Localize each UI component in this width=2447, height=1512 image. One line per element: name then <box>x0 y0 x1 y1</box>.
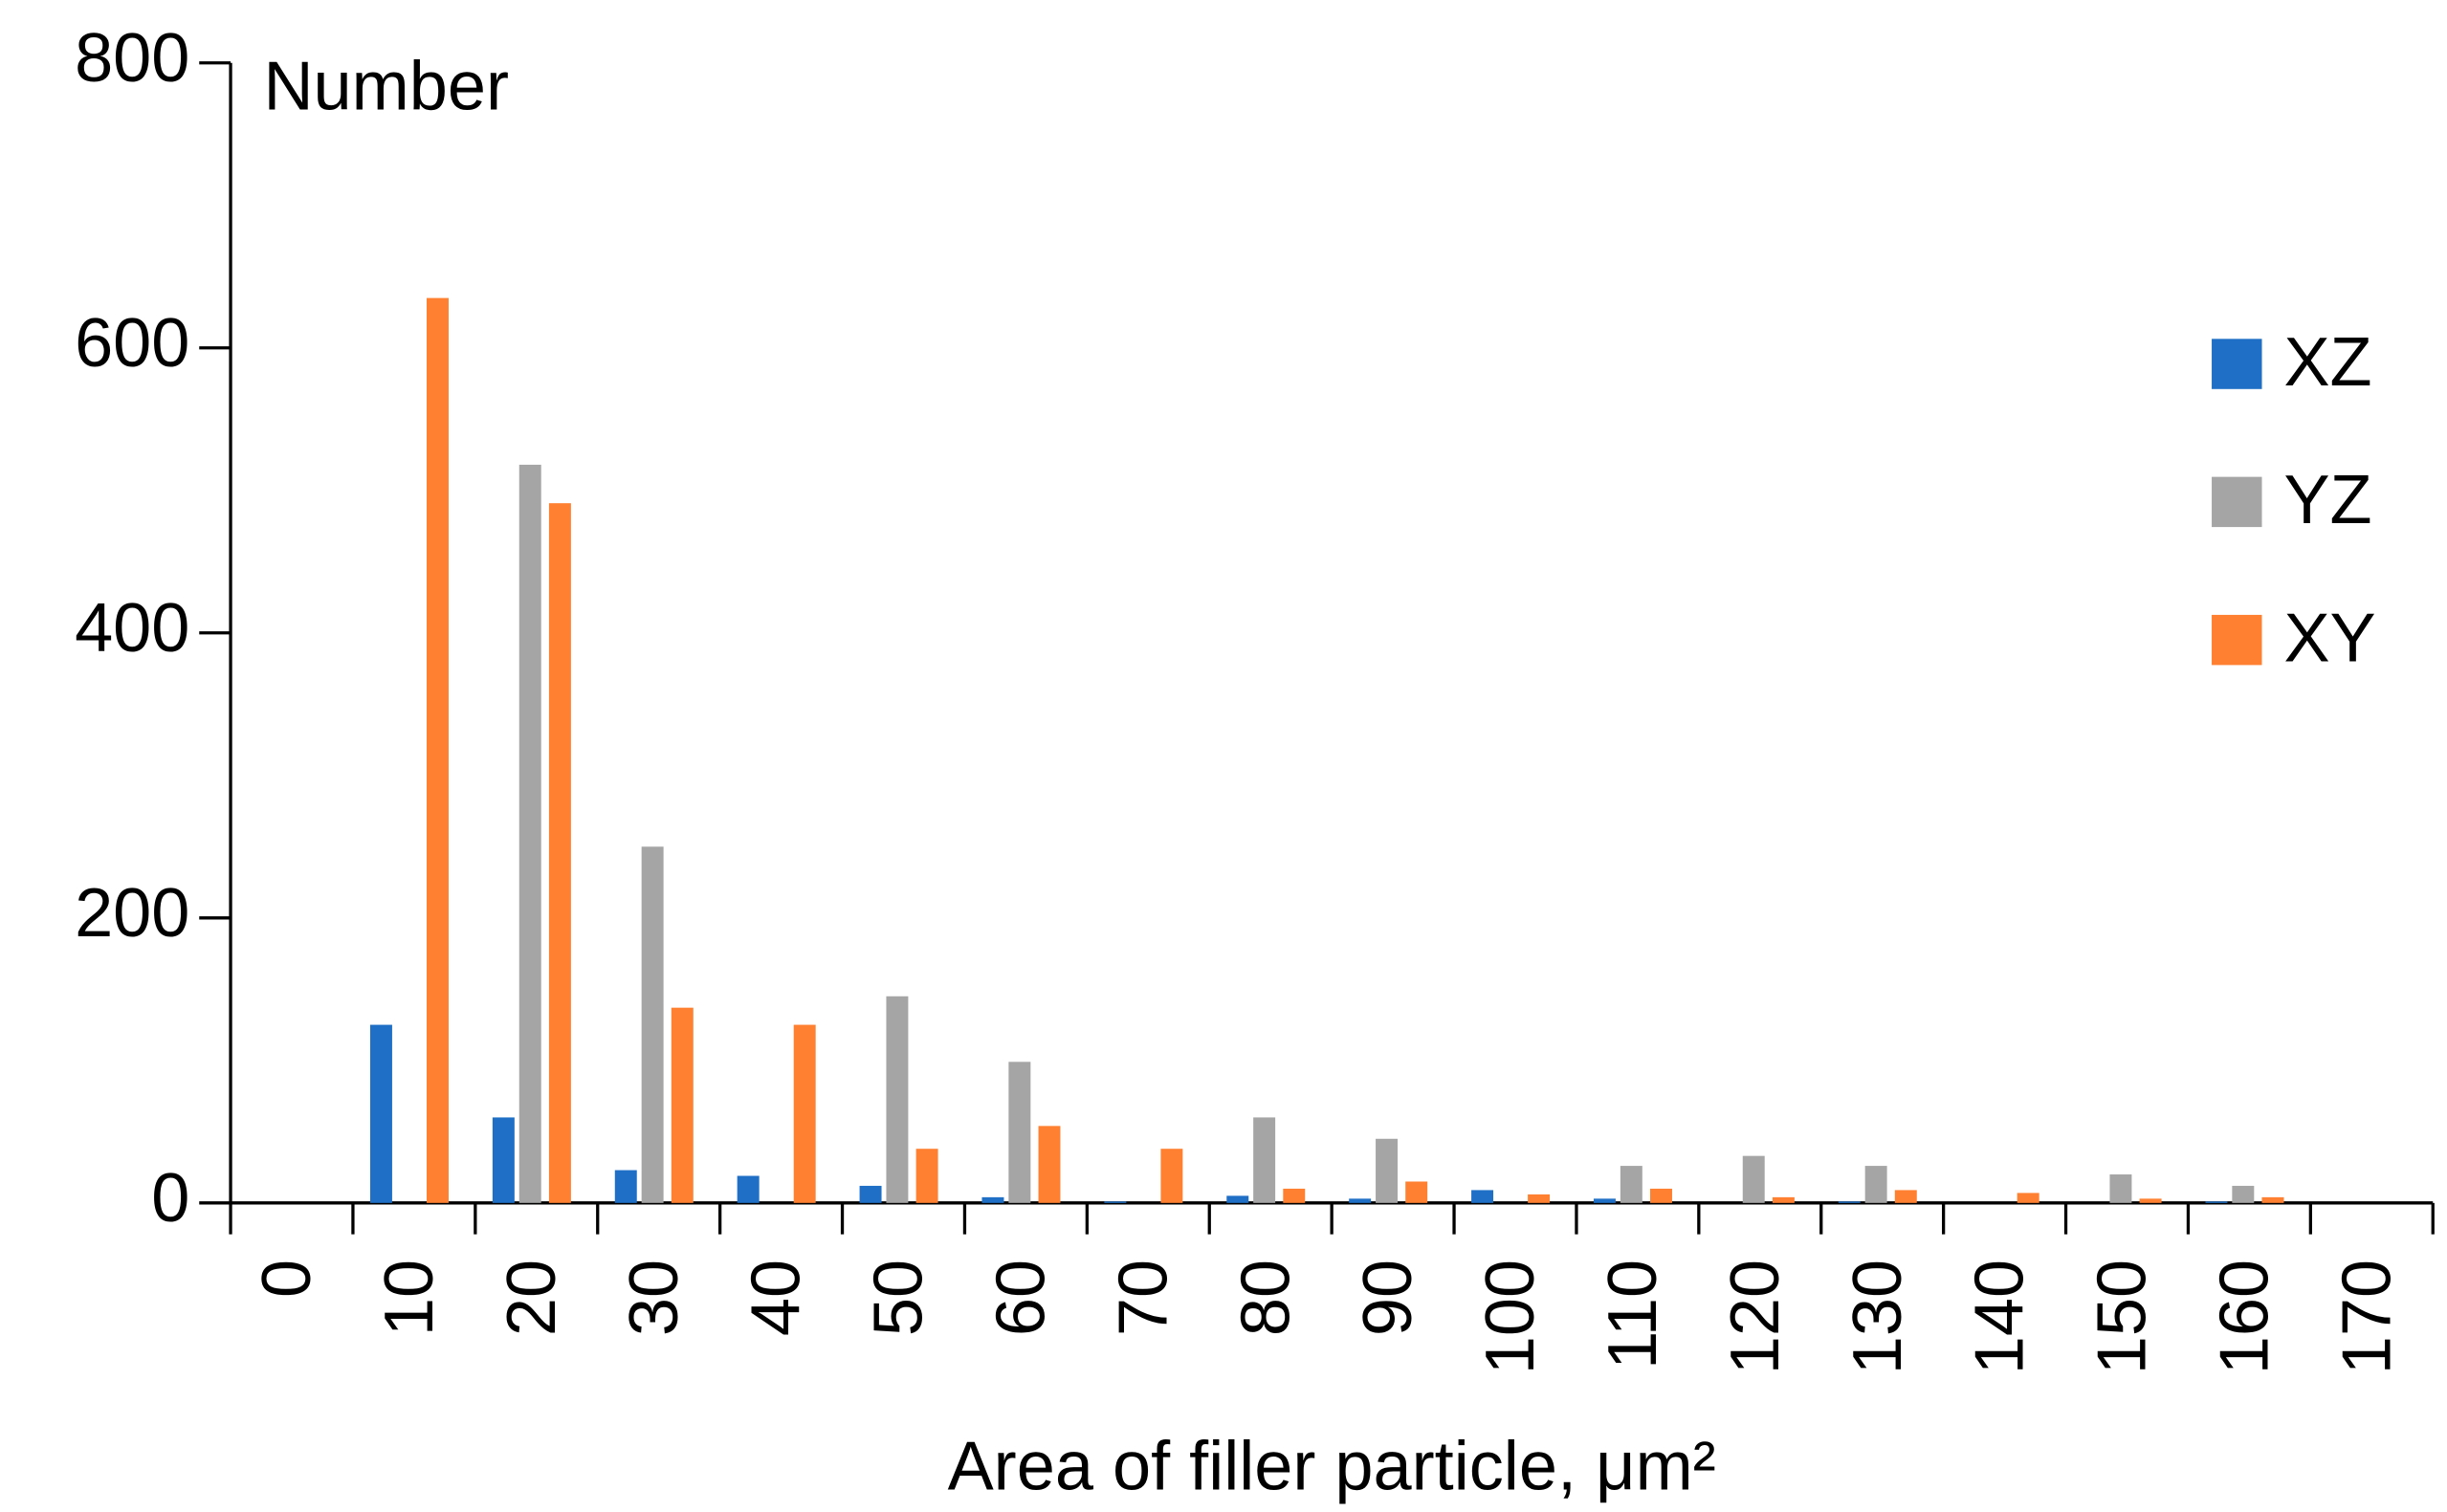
x-tick-label: 110 <box>1595 1260 1671 1370</box>
x-tick-label: 170 <box>2328 1260 2405 1374</box>
legend-label: XY <box>2283 601 2375 677</box>
bar <box>671 1007 694 1203</box>
x-tick-label: 140 <box>1962 1260 2039 1374</box>
x-tick-label: 20 <box>494 1260 570 1336</box>
bar <box>427 297 449 1203</box>
bar <box>737 1175 760 1203</box>
bar <box>2261 1196 2284 1203</box>
bar <box>1894 1190 1917 1203</box>
legend-swatch <box>2212 614 2262 666</box>
x-tick-label: 100 <box>1472 1260 1549 1374</box>
bar <box>492 1117 515 1203</box>
legend-swatch <box>2212 476 2262 528</box>
legend-label: YZ <box>2283 462 2371 538</box>
bar <box>859 1185 882 1203</box>
x-tick-label: 70 <box>1105 1260 1181 1336</box>
bar <box>1471 1190 1494 1203</box>
bar <box>614 1170 637 1203</box>
bar <box>793 1024 816 1203</box>
bar <box>1838 1201 1861 1203</box>
bar <box>1253 1117 1276 1203</box>
bar <box>2205 1201 2228 1203</box>
x-tick-label: 130 <box>1840 1260 1916 1374</box>
bar <box>2017 1193 2039 1203</box>
bar <box>886 996 909 1203</box>
x-tick-label: 10 <box>371 1260 448 1336</box>
y-axis-label: Number <box>263 48 509 124</box>
bar <box>1376 1138 1399 1203</box>
x-tick-label: 80 <box>1227 1260 1304 1336</box>
bar <box>1650 1188 1672 1203</box>
bar <box>1160 1149 1183 1203</box>
bar <box>2109 1174 2132 1203</box>
bar <box>2139 1198 2162 1203</box>
bar <box>915 1149 938 1203</box>
bar <box>1620 1166 1642 1203</box>
x-tick-label: 160 <box>2206 1260 2282 1374</box>
x-tick-label: 90 <box>1350 1260 1426 1336</box>
bar <box>1008 1062 1031 1203</box>
x-tick-label: 120 <box>1717 1260 1794 1374</box>
bar <box>1349 1198 1372 1203</box>
legend-label: XZ <box>2283 324 2371 401</box>
bar <box>1405 1181 1428 1203</box>
y-tick-label: 200 <box>75 875 189 952</box>
bar <box>1742 1155 1765 1203</box>
legend-swatch <box>2212 339 2262 389</box>
x-tick-label: 0 <box>249 1260 325 1298</box>
bar <box>981 1196 1004 1203</box>
bar <box>518 464 541 1203</box>
y-tick-label: 0 <box>151 1160 189 1237</box>
bar <box>1864 1166 1887 1203</box>
bar <box>369 1024 392 1203</box>
y-tick-label: 800 <box>75 20 189 97</box>
bar <box>1038 1126 1061 1203</box>
bar <box>1104 1201 1127 1203</box>
x-tick-label: 60 <box>982 1260 1059 1336</box>
bar <box>1772 1196 1795 1203</box>
bar <box>1283 1188 1306 1203</box>
x-tick-label: 150 <box>2084 1260 2161 1374</box>
x-tick-label: 40 <box>739 1260 815 1336</box>
bar <box>1226 1195 1249 1203</box>
x-tick-label: 50 <box>861 1260 937 1336</box>
bar <box>1528 1194 1551 1203</box>
x-tick-label: 30 <box>616 1260 693 1336</box>
y-tick-label: 400 <box>75 590 189 667</box>
y-tick-label: 600 <box>75 305 189 382</box>
x-axis-label: Area of filler particle, μm² <box>948 1428 1716 1504</box>
bar <box>1593 1198 1616 1203</box>
bar <box>548 503 571 1203</box>
bar <box>2232 1185 2255 1203</box>
bar <box>641 846 664 1203</box>
